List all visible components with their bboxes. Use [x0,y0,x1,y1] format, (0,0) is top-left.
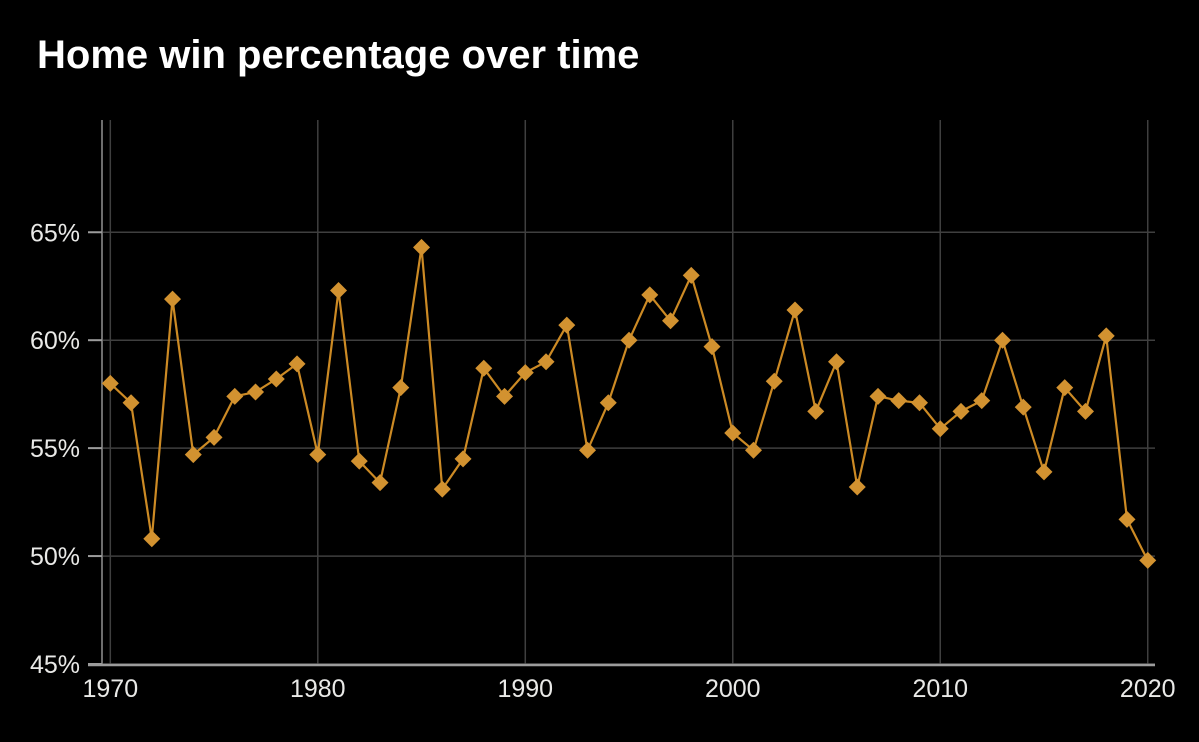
data-point [247,383,265,401]
data-point [662,312,680,330]
data-point [703,338,721,356]
data-point [330,282,348,300]
data-point [413,238,431,256]
data-point [848,478,866,496]
data-point [475,359,493,377]
data-point [641,286,659,304]
data-point [579,441,597,459]
data-point [184,446,202,464]
data-point [1139,551,1157,569]
data-point [226,387,244,405]
x-tick-label: 1970 [82,675,138,703]
data-point [164,290,182,308]
data-point [599,394,617,412]
data-point [828,353,846,371]
data-point [1076,402,1094,420]
data-point [869,387,887,405]
data-point [309,446,327,464]
y-tick-label: 60% [30,327,80,355]
x-tick-label: 2020 [1120,675,1176,703]
data-point [931,420,949,438]
data-point [620,331,638,349]
data-point [765,372,783,390]
data-point [122,394,140,412]
data-point [1056,379,1074,397]
data-point [267,370,285,388]
y-tick-label: 55% [30,435,80,463]
data-point [433,480,451,498]
data-point [993,331,1011,349]
data-point [973,392,991,410]
data-point [786,301,804,319]
data-point [890,392,908,410]
data-point [952,402,970,420]
data-point [371,474,389,492]
x-tick-label: 2010 [912,675,968,703]
data-point [537,353,555,371]
data-point [143,530,161,548]
data-point [682,266,700,284]
data-point [1097,327,1115,345]
data-series-line [109,246,1149,562]
data-point [205,428,223,446]
data-point [288,355,306,373]
x-tick-label: 1980 [290,675,346,703]
data-point [724,424,742,442]
y-tick-label: 50% [30,543,80,571]
data-point [1014,398,1032,416]
data-point [745,441,763,459]
data-point [807,402,825,420]
data-point [496,387,514,405]
data-point [1035,463,1053,481]
data-point [392,379,410,397]
data-point [101,374,119,392]
data-point [1118,510,1136,528]
y-tick-label: 45% [30,651,80,679]
y-tick-label: 65% [30,219,80,247]
data-point [558,316,576,334]
data-point [454,450,472,468]
data-point [350,452,368,470]
chart-title: Home win percentage over time [37,33,640,77]
x-tick-label: 1990 [497,675,553,703]
data-point [516,364,534,382]
data-point [911,394,929,412]
x-tick-label: 2000 [705,675,761,703]
